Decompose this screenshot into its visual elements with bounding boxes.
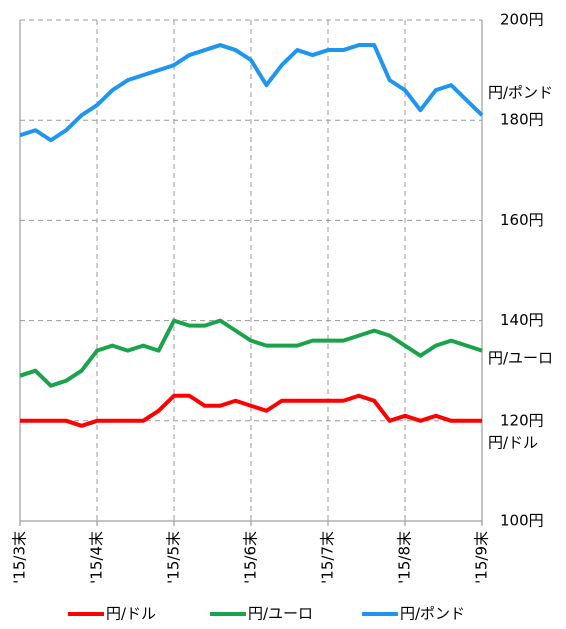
series-line <box>19 318 483 388</box>
y-tick-label: 180円 <box>500 111 544 129</box>
x-tick-label: '15/5末 <box>165 531 183 584</box>
legend-label: 円/ポンド <box>400 605 465 623</box>
y-tick-label: 160円 <box>500 211 544 229</box>
x-tick-label: '15/7末 <box>319 531 337 584</box>
series-line <box>19 43 484 143</box>
end-label: 円/ユーロ <box>488 349 553 367</box>
y-tick-label: 120円 <box>500 411 544 429</box>
y-tick-label: 140円 <box>500 311 544 329</box>
series-line <box>20 393 482 428</box>
end-label: 円/ドル <box>488 433 538 451</box>
legend-label: 円/ユーロ <box>248 605 313 623</box>
x-tick-label: '15/4末 <box>88 531 106 584</box>
y-tick-label: 100円 <box>500 512 544 530</box>
x-tick-label: '15/8末 <box>396 531 414 584</box>
y-tick-label: 200円 <box>500 11 544 29</box>
x-tick-label: '15/3末 <box>11 531 29 584</box>
end-label: 円/ポンド <box>488 84 553 102</box>
legend-label: 円/ドル <box>106 605 156 623</box>
x-tick-label: '15/6末 <box>242 531 260 584</box>
x-tick-label: '15/9末 <box>473 531 491 584</box>
